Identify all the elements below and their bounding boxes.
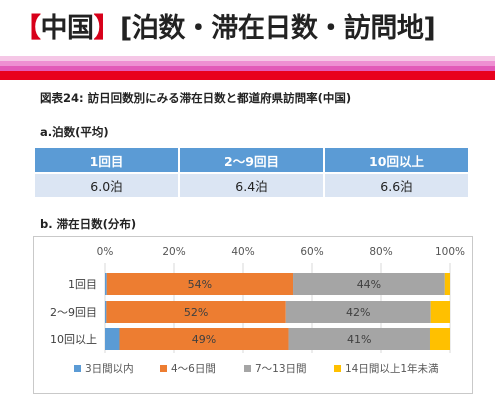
bar-segment bbox=[288, 328, 430, 350]
title-main: [泊数・滞在日数・訪問地] bbox=[120, 13, 436, 44]
section-a-label: a.泊数(平均) bbox=[40, 125, 109, 139]
x-tick-label: 100% bbox=[435, 246, 465, 258]
data-label: 41% bbox=[347, 333, 371, 346]
table-cell: 6.4泊 bbox=[178, 172, 325, 199]
legend-swatch bbox=[160, 365, 167, 372]
decor-band-4 bbox=[0, 71, 495, 80]
stacked-bar-chart: 0%20%40%60%80%100%1回目2～9回目10回以上54%44%2%5… bbox=[50, 246, 465, 375]
category-label: 1回目 bbox=[68, 278, 97, 291]
bar-segment bbox=[293, 273, 445, 295]
chart-frame: 0%20%40%60%80%100%1回目2～9回目10回以上54%44%2%5… bbox=[33, 236, 473, 394]
table-header-cell: 10回以上 bbox=[323, 146, 470, 174]
legend-label: 14日間以上1年未満 bbox=[345, 362, 439, 375]
x-tick-label: 80% bbox=[369, 246, 392, 258]
bar-segment bbox=[106, 273, 294, 295]
bar-segment bbox=[105, 328, 120, 350]
data-label: 44% bbox=[357, 278, 381, 291]
category-label: 2～9回目 bbox=[50, 306, 97, 319]
legend-swatch bbox=[334, 365, 341, 372]
bar-segment bbox=[285, 301, 431, 323]
section-b-label: b. 滞在日数(分布) bbox=[40, 217, 137, 231]
x-tick-label: 20% bbox=[162, 246, 185, 258]
stay-nights-table: 1回目 2～9回目 10回以上 6.0泊 6.4泊 6.6泊 bbox=[33, 146, 470, 199]
bar-segment bbox=[430, 301, 450, 323]
table-cell: 6.6泊 bbox=[323, 172, 470, 199]
figure-caption: 図表24: 訪日回数別にみる滞在日数と都道府県訪問率(中国) bbox=[40, 91, 352, 105]
decor-band-1 bbox=[0, 56, 495, 61]
x-tick-label: 0% bbox=[97, 246, 114, 258]
legend-swatch bbox=[74, 365, 81, 372]
table-header-cell: 2～9回目 bbox=[178, 146, 325, 174]
category-label: 10回以上 bbox=[50, 333, 97, 346]
title-bracket-left: 【 bbox=[14, 13, 41, 44]
x-tick-label: 40% bbox=[231, 246, 254, 258]
decor-band-2 bbox=[0, 61, 495, 66]
bar-segment bbox=[429, 328, 450, 350]
x-tick-label: 60% bbox=[300, 246, 323, 258]
title-bracket-right: 】 bbox=[93, 13, 121, 44]
legend-label: 4～6日間 bbox=[171, 363, 216, 375]
bar-segment bbox=[444, 273, 450, 295]
decor-band-3 bbox=[0, 66, 495, 71]
bar-segment bbox=[119, 328, 289, 350]
page-title: 【中国】[泊数・滞在日数・訪問地] bbox=[14, 6, 436, 45]
legend-label: 7～13日間 bbox=[255, 363, 307, 375]
data-label: 42% bbox=[346, 306, 370, 319]
table-row: 6.0泊 6.4泊 6.6泊 bbox=[33, 172, 470, 199]
table-header-row: 1回目 2～9回目 10回以上 bbox=[33, 146, 470, 174]
data-label: 49% bbox=[192, 333, 216, 346]
legend-label: 3日間以内 bbox=[85, 362, 134, 375]
table-header-cell: 1回目 bbox=[33, 146, 180, 174]
legend-swatch bbox=[244, 365, 251, 372]
table-cell: 6.0泊 bbox=[33, 172, 180, 199]
title-country: 中国 bbox=[40, 13, 95, 44]
bar-segment bbox=[106, 301, 286, 323]
bar-segment bbox=[105, 301, 107, 323]
data-label: 54% bbox=[188, 278, 212, 291]
bar-segment bbox=[105, 273, 107, 295]
data-label: 52% bbox=[184, 306, 208, 319]
